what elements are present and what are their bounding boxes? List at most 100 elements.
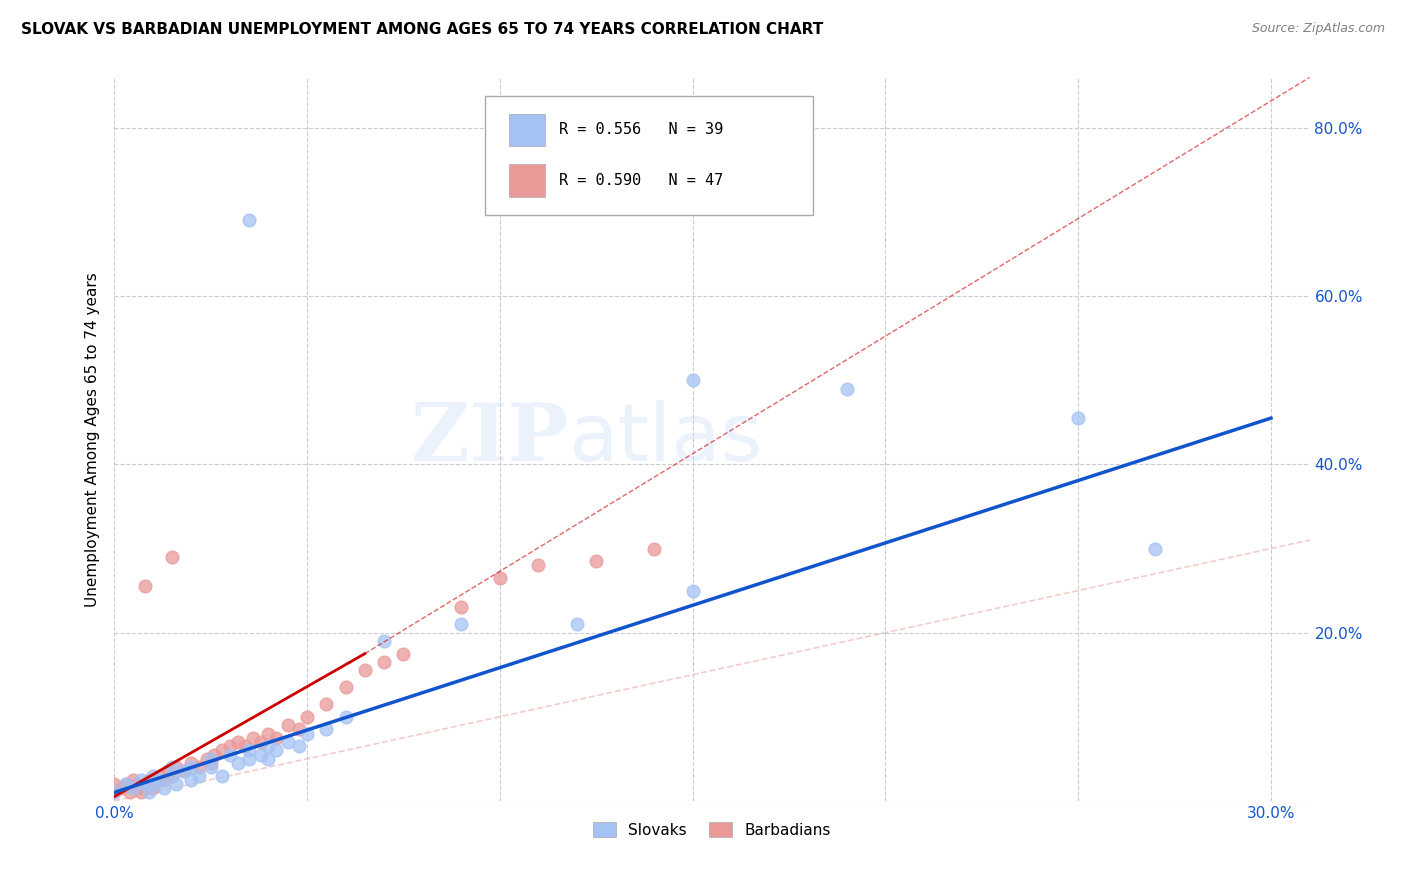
Point xyxy=(188,769,211,783)
Point xyxy=(488,571,510,585)
Point xyxy=(682,373,704,387)
Point xyxy=(111,781,134,796)
Point xyxy=(149,772,172,787)
Point xyxy=(157,764,180,779)
Point xyxy=(122,772,145,787)
Point xyxy=(353,664,375,678)
Point xyxy=(277,735,299,749)
Point xyxy=(233,739,256,754)
Point xyxy=(173,764,195,779)
Point xyxy=(134,777,156,791)
Point xyxy=(195,752,218,766)
Point xyxy=(160,760,183,774)
Point xyxy=(200,756,222,770)
Point xyxy=(335,710,357,724)
Point xyxy=(114,777,136,791)
Point xyxy=(145,772,167,787)
Point xyxy=(142,769,165,783)
Text: atlas: atlas xyxy=(568,401,763,478)
Point xyxy=(226,756,249,770)
Point xyxy=(257,739,280,754)
Point xyxy=(149,769,172,783)
Point xyxy=(160,549,183,564)
Point xyxy=(129,772,152,787)
Point xyxy=(238,752,260,766)
Point xyxy=(295,710,318,724)
Point xyxy=(180,760,202,774)
Point xyxy=(211,769,233,783)
Point xyxy=(165,777,187,791)
Point xyxy=(335,681,357,695)
Point xyxy=(103,785,125,799)
Point xyxy=(315,723,337,737)
Point xyxy=(249,747,271,762)
Point xyxy=(103,777,125,791)
Point xyxy=(373,634,395,648)
Point xyxy=(585,554,607,568)
Point xyxy=(129,785,152,799)
FancyBboxPatch shape xyxy=(509,164,544,197)
Point xyxy=(118,785,141,799)
Point xyxy=(257,726,280,740)
Text: ZIP: ZIP xyxy=(412,401,568,478)
Point xyxy=(138,772,160,787)
Point xyxy=(204,747,226,762)
Point xyxy=(153,781,176,796)
Legend: Slovaks, Barbadians: Slovaks, Barbadians xyxy=(586,815,837,844)
Point xyxy=(264,743,287,757)
Point xyxy=(1144,541,1167,556)
Point xyxy=(527,558,550,573)
Point xyxy=(295,726,318,740)
Point xyxy=(450,617,472,632)
Point xyxy=(160,769,183,783)
Point xyxy=(127,781,149,796)
Point xyxy=(160,769,183,783)
Point xyxy=(315,697,337,711)
Point xyxy=(173,764,195,779)
Point xyxy=(218,739,240,754)
Point xyxy=(257,752,280,766)
Point xyxy=(373,655,395,669)
Point xyxy=(450,600,472,615)
Point xyxy=(180,756,202,770)
Point xyxy=(242,731,264,745)
Point xyxy=(392,647,415,661)
Point xyxy=(218,747,240,762)
Point xyxy=(142,781,165,796)
Point xyxy=(138,785,160,799)
Point xyxy=(153,772,176,787)
Text: SLOVAK VS BARBADIAN UNEMPLOYMENT AMONG AGES 65 TO 74 YEARS CORRELATION CHART: SLOVAK VS BARBADIAN UNEMPLOYMENT AMONG A… xyxy=(21,22,824,37)
FancyBboxPatch shape xyxy=(485,95,814,215)
Text: Source: ZipAtlas.com: Source: ZipAtlas.com xyxy=(1251,22,1385,36)
Point xyxy=(142,777,165,791)
Point xyxy=(288,723,311,737)
Point xyxy=(200,760,222,774)
Point xyxy=(288,739,311,754)
Point xyxy=(134,579,156,593)
Point xyxy=(122,781,145,796)
Point xyxy=(114,777,136,791)
Point xyxy=(200,752,222,766)
Point xyxy=(249,735,271,749)
Point xyxy=(165,760,187,774)
Point xyxy=(264,731,287,745)
Point xyxy=(226,735,249,749)
Point xyxy=(127,777,149,791)
Point xyxy=(188,760,211,774)
Point xyxy=(142,777,165,791)
Point xyxy=(103,785,125,799)
Point xyxy=(643,541,665,556)
Point xyxy=(180,772,202,787)
Point xyxy=(211,743,233,757)
Point xyxy=(565,617,588,632)
Point xyxy=(134,781,156,796)
Text: R = 0.556   N = 39: R = 0.556 N = 39 xyxy=(558,122,723,137)
Point xyxy=(134,777,156,791)
Y-axis label: Unemployment Among Ages 65 to 74 years: Unemployment Among Ages 65 to 74 years xyxy=(86,272,100,607)
Point xyxy=(682,583,704,598)
Text: R = 0.590   N = 47: R = 0.590 N = 47 xyxy=(558,173,723,188)
Point xyxy=(277,718,299,732)
Point xyxy=(238,213,260,227)
Point xyxy=(1067,411,1090,425)
Point xyxy=(238,743,260,757)
